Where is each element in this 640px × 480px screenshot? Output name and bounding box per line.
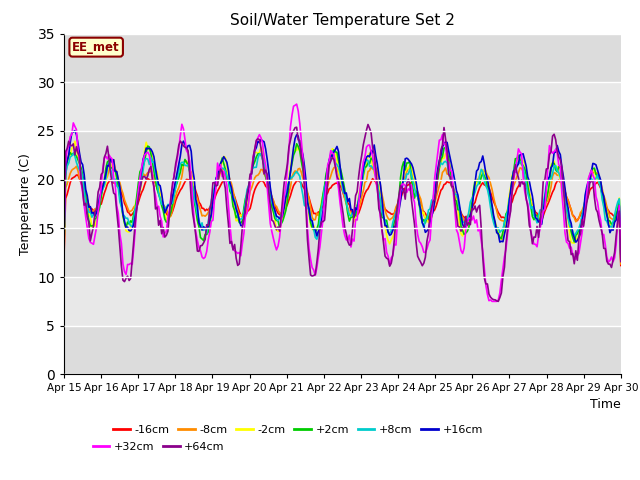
+8cm [129,223,136,229]
-2cm [130,215,138,221]
-2cm [71,138,79,144]
+16cm [246,181,254,187]
+16cm [228,185,236,191]
+16cm [60,232,68,238]
Text: Time: Time [590,398,621,411]
+2cm [293,141,301,146]
+2cm [305,209,313,215]
Line: +16cm: +16cm [64,131,621,259]
+64cm [589,179,596,184]
+64cm [495,299,502,304]
-2cm [617,253,625,259]
-8cm [110,157,118,163]
-8cm [255,170,263,176]
+8cm [254,156,262,161]
-2cm [588,169,595,175]
Legend: +32cm, +64cm: +32cm, +64cm [88,438,229,457]
Line: +8cm: +8cm [64,151,621,254]
+64cm [129,256,136,262]
Y-axis label: Temperature (C): Temperature (C) [19,153,32,255]
+16cm [588,169,595,175]
Line: +64cm: +64cm [64,124,621,301]
+64cm [364,121,372,127]
+2cm [617,251,625,256]
+16cm [71,128,79,133]
Bar [64,180,621,228]
-16cm [617,263,625,268]
-8cm [588,173,595,179]
-16cm [305,195,313,201]
Line: +32cm: +32cm [64,104,621,301]
Line: -8cm: -8cm [64,160,621,264]
-2cm [305,212,313,217]
+64cm [303,237,311,243]
-8cm [60,250,68,256]
-8cm [617,261,625,267]
+8cm [328,148,336,154]
+8cm [617,252,625,257]
-16cm [72,172,80,178]
Line: +2cm: +2cm [64,144,621,253]
-8cm [228,181,236,187]
-2cm [255,149,263,155]
+8cm [226,185,234,191]
+32cm [129,262,136,267]
+32cm [305,246,313,252]
+64cm [60,233,68,239]
+32cm [293,101,301,107]
+16cm [255,140,263,145]
Line: -2cm: -2cm [64,141,621,256]
+64cm [226,240,234,246]
+16cm [617,256,625,262]
Bar [64,326,621,374]
+64cm [617,259,625,264]
-8cm [305,196,313,202]
-16cm [255,179,263,185]
-16cm [60,255,68,261]
Bar [64,34,621,82]
-2cm [60,238,68,244]
-16cm [130,209,138,215]
Bar [64,228,621,277]
-2cm [228,188,236,194]
+8cm [588,176,595,181]
+2cm [60,241,68,247]
+32cm [60,234,68,240]
+32cm [589,172,596,178]
-16cm [246,205,254,211]
+8cm [303,205,311,211]
+64cm [254,136,262,142]
Text: EE_met: EE_met [72,41,120,54]
-8cm [130,204,138,210]
-16cm [588,185,595,191]
+32cm [617,251,625,256]
+16cm [130,221,138,227]
+32cm [254,135,262,141]
Bar [64,277,621,326]
-2cm [246,179,254,184]
Bar [64,131,621,180]
+32cm [244,201,252,207]
-16cm [228,185,236,191]
+8cm [244,183,252,189]
+2cm [588,168,595,173]
-8cm [246,188,254,194]
+2cm [226,188,234,194]
Title: Soil/Water Temperature Set 2: Soil/Water Temperature Set 2 [230,13,455,28]
Bar [64,82,621,131]
+64cm [244,184,252,190]
+2cm [129,220,136,226]
+32cm [488,299,496,304]
+32cm [226,222,234,228]
Line: -16cm: -16cm [64,175,621,265]
+2cm [254,151,262,157]
+8cm [60,240,68,245]
+2cm [244,184,252,190]
+16cm [305,206,313,212]
